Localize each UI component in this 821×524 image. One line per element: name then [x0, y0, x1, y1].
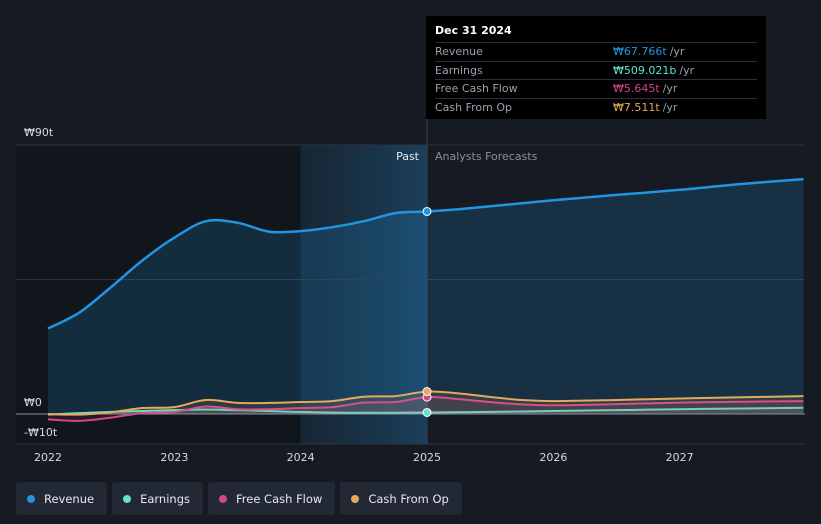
legend-item-free-cash-flow[interactable]: Free Cash Flow	[208, 482, 336, 515]
x-tick-label: 2022	[34, 451, 62, 464]
tooltip-date: Dec 31 2024	[435, 24, 512, 37]
tooltip-panel: Dec 31 2024 Revenue ₩67.766t /yr Earning…	[426, 16, 766, 119]
legend-dot-icon	[27, 494, 35, 503]
x-tick-label: 2023	[160, 451, 188, 464]
tooltip-label: Earnings	[435, 63, 483, 77]
y-tick-label: ₩0	[24, 396, 42, 409]
y-tick-label: -₩10t	[24, 426, 58, 439]
revenue-area	[48, 179, 804, 414]
legend-dot-icon	[219, 494, 227, 503]
legend-dot-icon	[351, 494, 360, 503]
tooltip-row-free-cash-flow: Free Cash Flow ₩5.645t /yr	[435, 79, 757, 98]
legend-item-cash-from-op[interactable]: Cash From Op	[340, 482, 462, 515]
tooltip-label: Cash From Op	[435, 100, 513, 114]
legend-dot-icon	[123, 494, 132, 503]
x-tick-label: 2025	[413, 451, 441, 464]
tooltip-row-earnings: Earnings ₩509.021b /yr	[435, 60, 757, 80]
tooltip-row-revenue: Revenue ₩67.766t /yr	[435, 42, 757, 61]
tooltip-unit: /yr	[662, 82, 678, 96]
legend-label: Cash From Op	[368, 491, 449, 506]
tooltip-unit: /yr	[669, 45, 685, 59]
tooltip-row-cash-from-op: Cash From Op ₩7.511t /yr	[435, 97, 757, 117]
cash-from-op-line	[47, 390, 804, 416]
chart-legend: Revenue Earnings Free Cash Flow Cash Fro…	[16, 482, 462, 515]
revenue-marker	[422, 206, 432, 216]
x-tick-label: 2027	[666, 451, 694, 464]
forecast-label: Analysts Forecasts	[435, 150, 538, 163]
cash-from-op-marker	[422, 387, 432, 397]
tooltip-value: ₩7.511t	[613, 100, 660, 114]
earnings-line	[47, 406, 804, 416]
revenue-line	[47, 177, 804, 330]
earnings-area	[48, 407, 804, 415]
legend-label: Revenue	[44, 491, 95, 506]
tooltip-label: Free Cash Flow	[435, 82, 518, 96]
tooltip-value: ₩509.021b	[613, 63, 677, 77]
tooltip-unit: /yr	[679, 63, 695, 77]
x-tick-label: 2026	[539, 451, 567, 464]
legend-item-earnings[interactable]: Earnings	[112, 482, 203, 515]
y-tick-label: ₩90t	[24, 126, 54, 139]
free-cash-flow-line	[47, 396, 804, 422]
tooltip-unit: /yr	[662, 100, 678, 114]
legend-label: Earnings	[140, 491, 190, 506]
tooltip-value: ₩67.766t	[613, 45, 667, 59]
legend-item-revenue[interactable]: Revenue	[16, 482, 108, 515]
x-tick-label: 2024	[287, 451, 315, 464]
tooltip-label: Revenue	[435, 45, 483, 59]
earnings-marker	[422, 407, 432, 417]
tooltip-value: ₩5.645t	[613, 82, 660, 96]
past-label: Past	[396, 150, 420, 163]
legend-label: Free Cash Flow	[236, 491, 323, 506]
cash-from-op-area	[48, 391, 804, 415]
